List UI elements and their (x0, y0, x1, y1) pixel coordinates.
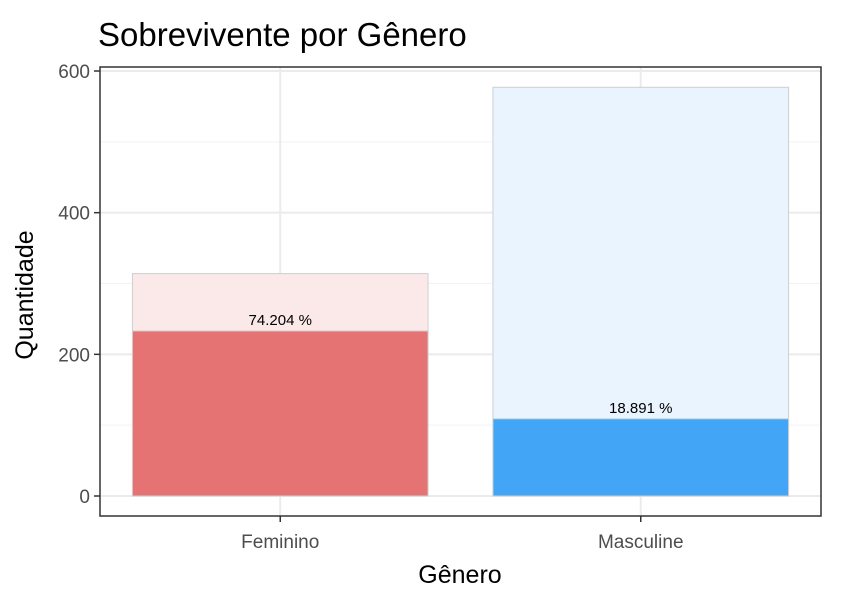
data-label: 74.204 % (249, 312, 312, 329)
x-axis-ticks: Feminino Masculine (241, 516, 684, 553)
y-tick-label: 400 (58, 204, 90, 225)
y-tick-label: 600 (58, 62, 90, 83)
chart-title: Sobrevivente por Gênero (98, 16, 467, 53)
bars (131, 86, 790, 497)
bar-survivors-masculine (492, 418, 790, 497)
data-label: 18.891 % (609, 400, 672, 417)
y-tick-label: 200 (58, 345, 90, 366)
panel-border (99, 66, 822, 517)
bar-survivors-feminino (131, 330, 429, 497)
x-axis-label: Gênero (418, 561, 501, 589)
data-labels: 74.204 % 18.891 % (249, 312, 673, 417)
x-tick-label: Feminino (241, 532, 319, 553)
x-tick-label: Masculine (598, 532, 684, 553)
y-axis-ticks: 0 200 400 600 (58, 62, 100, 508)
y-axis-label: Quantidade (11, 230, 39, 359)
y-tick-label: 0 (79, 487, 90, 508)
